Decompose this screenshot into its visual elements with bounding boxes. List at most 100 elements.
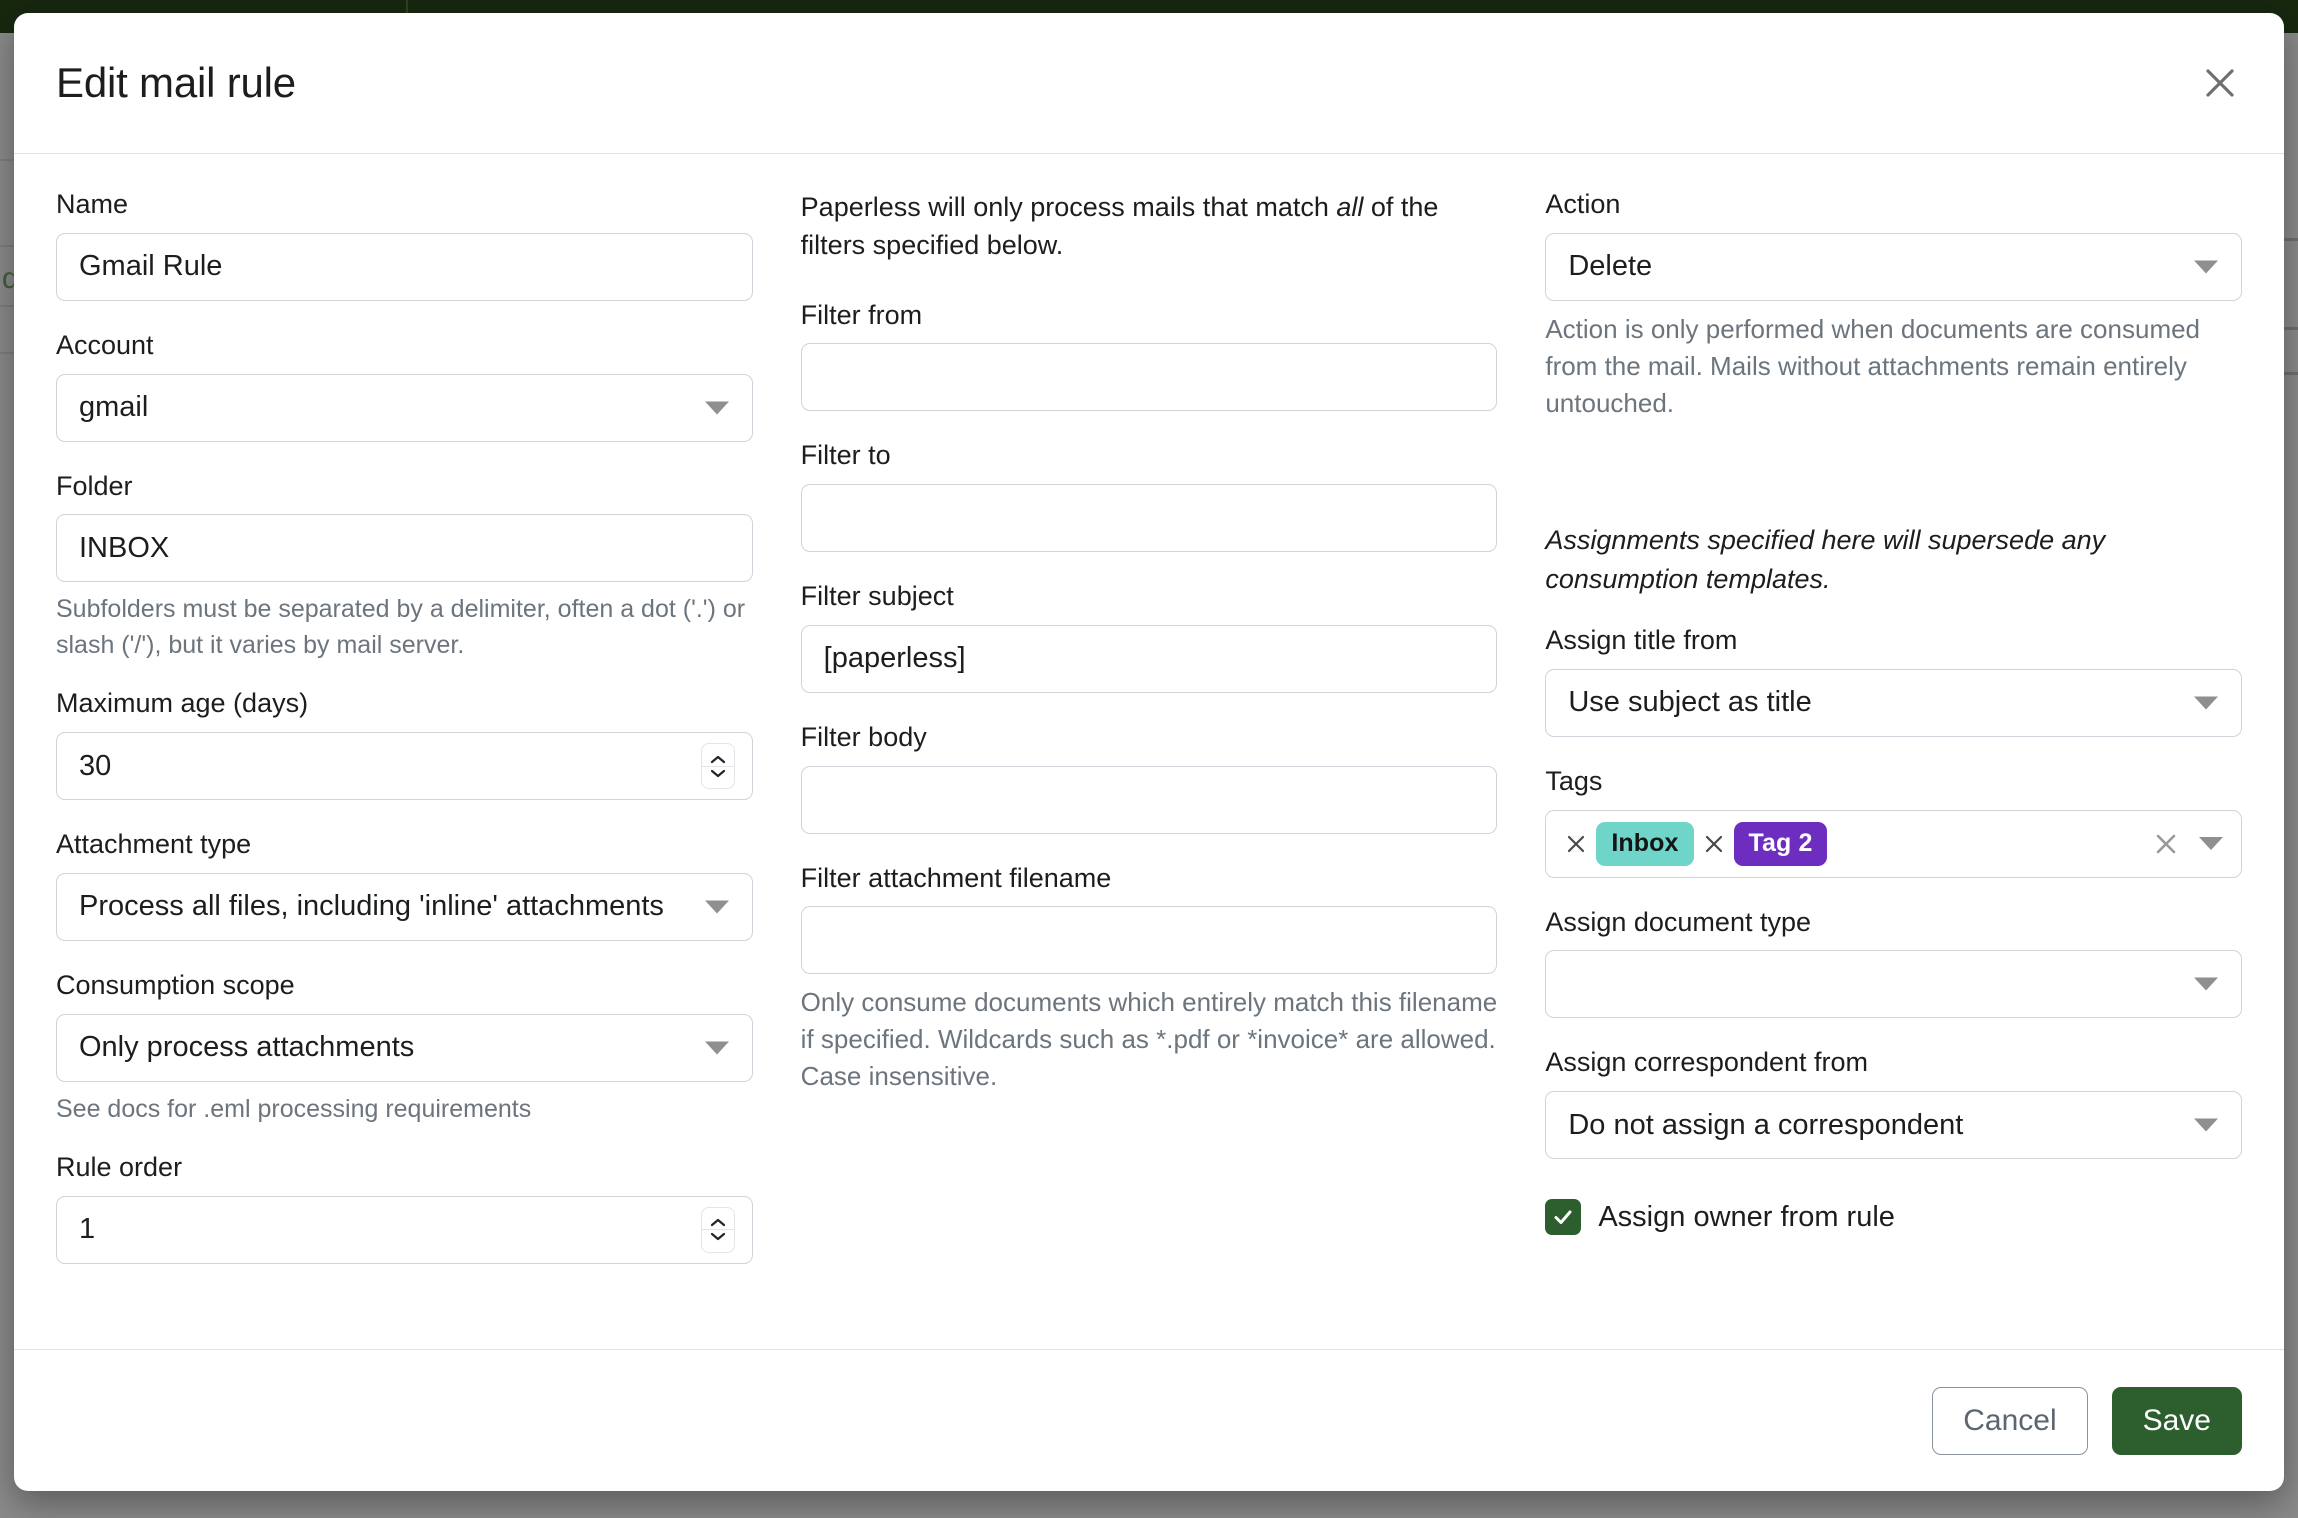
- filter-to-input[interactable]: [800, 484, 1498, 553]
- assign-correspondent-from-select-value: Do not assign a correspondent: [1545, 1091, 2243, 1160]
- assign-title-from-select-value: Use subject as title: [1545, 668, 2243, 737]
- assign-title-from-label: Assign title from: [1545, 625, 1738, 656]
- filter-from-input[interactable]: [800, 343, 1498, 412]
- folder-label: Folder: [56, 470, 133, 501]
- filter-body-input[interactable]: [800, 765, 1498, 834]
- chevron-down-icon: [710, 769, 725, 777]
- action-hint: Action is only performed when documents …: [1545, 313, 2201, 418]
- action-select[interactable]: Delete: [1545, 232, 2243, 301]
- maximum-age-input[interactable]: [56, 732, 753, 800]
- assign-owner-from-rule-checkbox[interactable]: [1545, 1199, 1582, 1236]
- field-action: Action Delete Action is only performed w…: [1545, 188, 2243, 421]
- remove-tag-button[interactable]: [1562, 830, 1590, 858]
- backdrop-line: [2274, 372, 2298, 375]
- filter-subject-label: Filter subject: [800, 581, 954, 612]
- field-assign-correspondent-from: Assign correspondent from Do not assign …: [1545, 1046, 2243, 1160]
- dialog-body: Name Account gmail Folder Subfolders mus…: [14, 154, 2284, 1349]
- field-name: Name: [56, 188, 753, 301]
- close-button[interactable]: [2190, 53, 2250, 113]
- backdrop-line: [2274, 327, 2298, 330]
- save-button[interactable]: Save: [2111, 1386, 2242, 1455]
- section-spacer: [1545, 435, 2242, 521]
- field-tags: Tags Inbox Tag 2: [1545, 765, 2243, 878]
- filter-attachment-filename-hint: Only consume documents which entirely ma…: [800, 987, 1498, 1092]
- assignments-note: Assignments specified here will supersed…: [1545, 525, 2106, 594]
- filters-intro-prefix: Paperless will only process mails that m…: [800, 192, 1337, 222]
- dialog-header: Edit mail rule: [14, 13, 2284, 154]
- attachment-type-label: Attachment type: [56, 829, 252, 859]
- clear-all-tags-button[interactable]: [2151, 829, 2181, 859]
- rule-order-stepper[interactable]: [56, 1195, 753, 1264]
- filter-attachment-filename-input[interactable]: [800, 906, 1498, 975]
- field-filter-attachment-filename: Filter attachment filename Only consume …: [800, 862, 1498, 1095]
- consumption-scope-select-value: Only process attachments: [56, 1013, 753, 1082]
- column-actions: Action Delete Action is only performed w…: [1545, 188, 2243, 1236]
- edit-mail-rule-dialog: Edit mail rule Name Account gmail: [14, 13, 2284, 1491]
- number-spinner[interactable]: [700, 1206, 735, 1253]
- field-filter-subject: Filter subject: [800, 580, 1498, 693]
- remove-tag-button[interactable]: [1700, 830, 1728, 858]
- maximum-age-stepper[interactable]: [56, 732, 753, 800]
- assign-owner-from-rule-label[interactable]: Assign owner from rule: [1598, 1200, 1895, 1233]
- tag-item: Inbox: [1562, 821, 1694, 866]
- cancel-button[interactable]: Cancel: [1932, 1386, 2088, 1455]
- filters-intro: Paperless will only process mails that m…: [801, 188, 1498, 265]
- field-filter-to: Filter to: [800, 439, 1498, 553]
- field-assign-title-from: Assign title from Use subject as title: [1545, 624, 2243, 737]
- chevron-up-icon: [710, 755, 725, 763]
- field-assign-document-type: Assign document type: [1545, 906, 2243, 1019]
- field-filter-from: Filter from: [800, 299, 1498, 412]
- assign-document-type-select-value: [1545, 950, 2243, 1019]
- filter-attachment-filename-label: Filter attachment filename: [800, 862, 1112, 893]
- backdrop-line: [2274, 238, 2298, 241]
- tags-multiselect[interactable]: Inbox Tag 2: [1545, 809, 2243, 878]
- account-select-value: gmail: [56, 373, 753, 442]
- folder-input[interactable]: [56, 514, 753, 583]
- action-label: Action: [1545, 189, 1621, 219]
- assign-document-type-label: Assign document type: [1545, 906, 1811, 937]
- field-account: Account gmail: [56, 329, 753, 442]
- field-consumption-scope: Consumption scope Only process attachmen…: [56, 969, 753, 1127]
- assign-title-from-select[interactable]: Use subject as title: [1545, 668, 2243, 737]
- assign-document-type-select[interactable]: [1545, 950, 2243, 1019]
- assign-correspondent-from-label: Assign correspondent from: [1545, 1047, 1868, 1078]
- filter-to-label: Filter to: [800, 440, 891, 471]
- consumption-scope-select[interactable]: Only process attachments: [56, 1013, 753, 1082]
- tags-actions: [2151, 829, 2229, 859]
- rule-order-input[interactable]: [56, 1195, 753, 1264]
- close-icon: [2156, 834, 2176, 853]
- account-select[interactable]: gmail: [56, 373, 753, 442]
- tag-item: Tag 2: [1700, 821, 1828, 866]
- assign-correspondent-from-select[interactable]: Do not assign a correspondent: [1545, 1091, 2243, 1160]
- column-rule-settings: Name Account gmail Folder Subfolders mus…: [56, 188, 753, 1292]
- chevron-up-icon: [710, 1219, 725, 1227]
- maximum-age-label: Maximum age (days): [56, 688, 309, 719]
- close-icon: [1705, 835, 1722, 852]
- dialog-footer: Cancel Save: [14, 1349, 2284, 1491]
- chevron-down-icon[interactable]: [2199, 837, 2224, 851]
- consumption-scope-label: Consumption scope: [56, 969, 295, 1000]
- filter-subject-input[interactable]: [800, 624, 1498, 693]
- tags-selected-list: Inbox Tag 2: [1562, 821, 2145, 866]
- page-title: Edit mail rule: [56, 59, 296, 106]
- filters-intro-emphasis: all: [1336, 192, 1364, 222]
- rule-order-label: Rule order: [56, 1152, 183, 1182]
- attachment-type-select[interactable]: Process all files, including 'inline' at…: [56, 872, 753, 941]
- action-select-value: Delete: [1545, 232, 2243, 301]
- attachment-type-select-value: Process all files, including 'inline' at…: [56, 872, 753, 941]
- filters-intro-suffix: of the filters specified below.: [800, 192, 1439, 261]
- field-rule-order: Rule order: [56, 1151, 753, 1264]
- account-label: Account: [56, 329, 154, 360]
- filter-body-label: Filter body: [800, 721, 927, 752]
- name-input[interactable]: [56, 232, 753, 301]
- tag-chip[interactable]: Inbox: [1596, 821, 1694, 866]
- tags-label: Tags: [1545, 765, 1603, 796]
- tag-chip[interactable]: Tag 2: [1733, 821, 1828, 866]
- column-filters: Paperless will only process mails that m…: [800, 188, 1498, 1109]
- field-maximum-age: Maximum age (days): [56, 687, 753, 800]
- close-icon: [1568, 835, 1585, 852]
- close-icon: [2200, 63, 2240, 103]
- number-spinner[interactable]: [700, 743, 735, 789]
- chevron-down-icon: [710, 1233, 725, 1241]
- folder-hint: Subfolders must be separated by a delimi…: [56, 595, 746, 659]
